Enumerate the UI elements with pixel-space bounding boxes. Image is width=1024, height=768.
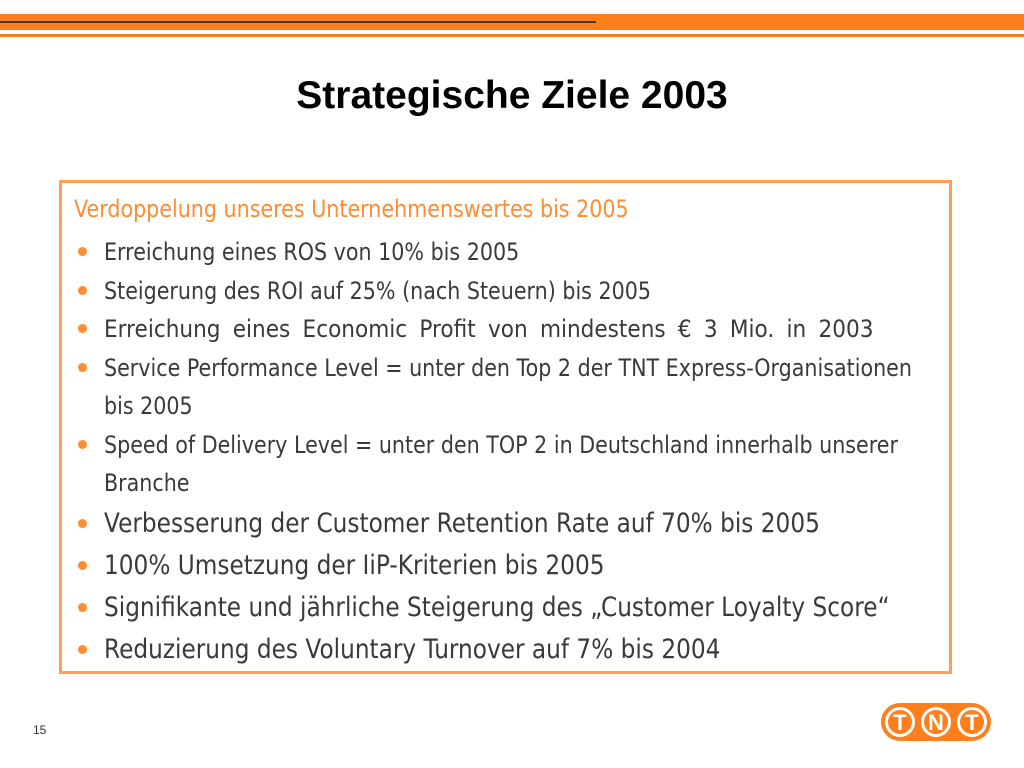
page-number: 15 — [33, 723, 47, 737]
goal-text: Signifikante und jährliche Steigerung de… — [104, 591, 890, 623]
goal-text: Reduzierung des Voluntary Turnover auf 7… — [104, 633, 721, 665]
logo-disc-2 — [924, 710, 948, 734]
goal-text: Service Performance Level = unter den To… — [104, 349, 912, 426]
goal-text-line: bis 2005 — [104, 392, 193, 420]
bullet-icon — [78, 285, 87, 295]
goal-text: Erreichung eines ROS von 10% bis 2005 — [104, 238, 520, 266]
goals-heading: Verdoppelung unseres Unternehmenswertes … — [74, 195, 629, 223]
tnt-logo: T N T — [881, 703, 991, 741]
goal-text: Speed of Delivery Level = unter den TOP … — [104, 426, 898, 503]
goal-item: Verbesserung der Customer Retention Rate… — [74, 503, 944, 545]
logo-disc-1 — [888, 710, 912, 734]
bullet-icon — [78, 602, 87, 612]
goal-item: Steigerung des ROI auf 25% (nach Steuern… — [74, 272, 944, 311]
bullet-icon — [78, 324, 87, 333]
header-stripe-dark — [0, 21, 596, 23]
goal-text-line: Branche — [104, 469, 190, 497]
bullet-icon — [78, 644, 87, 654]
goal-item: Reduzierung des Voluntary Turnover auf 7… — [74, 629, 944, 671]
logo-letter: N — [928, 710, 944, 735]
goals-list: Erreichung eines ROS von 10% bis 2005 St… — [74, 233, 944, 671]
bullet-icon — [78, 439, 87, 449]
goal-item: Erreichung eines ROS von 10% bis 2005 — [74, 233, 944, 272]
slide-title: Strategische Ziele 2003 — [296, 74, 728, 117]
bullet-icon — [78, 518, 87, 528]
logo-letter: T — [893, 710, 907, 735]
header-stripe-gap — [434, 10, 1024, 14]
goal-item: 100% Umsetzung der IiP-Kriterien bis 200… — [74, 545, 944, 587]
logo-letter: T — [965, 710, 979, 735]
header-stripe-orange-thin — [0, 34, 1024, 37]
goal-item: Service Performance Level = unter den To… — [74, 349, 944, 426]
goal-text: Verbesserung der Customer Retention Rate… — [104, 507, 820, 539]
goals-box: Verdoppelung unseres Unternehmenswertes … — [59, 180, 952, 674]
goal-text-line: Service Performance Level = unter den To… — [104, 353, 912, 382]
goal-item: Erreichung eines Economic Profit von min… — [74, 310, 944, 349]
bullet-icon — [78, 362, 87, 372]
goal-text-line: Speed of Delivery Level = unter den TOP … — [104, 430, 898, 459]
goal-text: 100% Umsetzung der IiP-Kriterien bis 200… — [104, 549, 605, 581]
logo-disc-3 — [960, 710, 984, 734]
goal-text: Steigerung des ROI auf 25% (nach Steuern… — [104, 276, 652, 305]
goal-item: Signifikante und jährliche Steigerung de… — [74, 587, 944, 629]
goal-item: Speed of Delivery Level = unter den TOP … — [74, 426, 944, 503]
goal-text: Erreichung eines Economic Profit von min… — [104, 315, 874, 343]
bullet-icon — [78, 560, 87, 570]
bullet-icon — [78, 247, 87, 256]
